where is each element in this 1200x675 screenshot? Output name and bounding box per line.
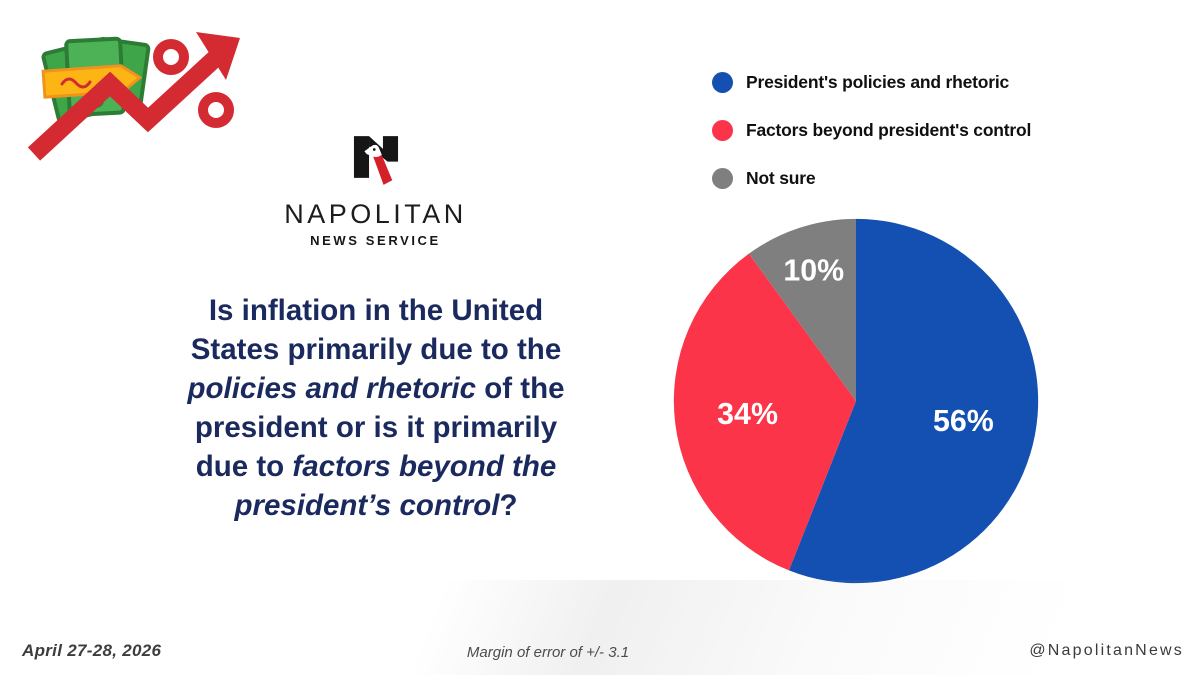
- social-handle: @NapolitanNews: [1029, 642, 1184, 659]
- legend-label: Not sure: [746, 167, 816, 188]
- legend-dot-icon: [712, 71, 733, 93]
- pie-slice-2: [748, 218, 856, 401]
- legend-item-factors: Factors beyond president's control: [712, 119, 1031, 141]
- question-line: president’s control?: [234, 489, 518, 522]
- poll-question: Is inflation in the United States primari…: [116, 291, 636, 525]
- poll-date: April 27-28, 2026: [22, 641, 162, 660]
- question-line: States primarily due to the: [190, 333, 562, 366]
- napolitan-n-eagle-logo-icon: [353, 136, 398, 185]
- percent-ring-top: [153, 39, 189, 75]
- margin-of-error-note: Margin of error of +/- 3.1: [466, 644, 630, 661]
- logo-tagline: NEWS SERVICE: [310, 233, 441, 248]
- question-line: policies and rhetoric of the: [187, 372, 565, 405]
- pie-data-label: 34%: [717, 398, 778, 431]
- pie-data-label: 56%: [933, 405, 994, 438]
- pie-slice-1: [673, 253, 856, 571]
- napolitan-logo: NAPOLITAN NEWS SERVICE: [278, 131, 473, 248]
- legend-item-not-sure: Not sure: [712, 167, 1031, 189]
- pie-chart: 56% 34% 10%: [673, 218, 1039, 584]
- legend-label: President's policies and rhetoric: [746, 71, 1010, 92]
- legend-label: Factors beyond president's control: [746, 119, 1032, 140]
- legend-item-policies: President's policies and rhetoric: [712, 71, 1031, 93]
- trend-arrow: [27, 32, 240, 161]
- legend-dot-icon: [712, 119, 733, 141]
- pie-slice-0: [788, 218, 1039, 584]
- logo-name: NAPOLITAN: [284, 199, 467, 229]
- question-line: due to factors beyond the: [195, 450, 557, 483]
- percent-ring-bottom: [198, 92, 234, 128]
- question-line: Is inflation in the United: [208, 294, 544, 327]
- chart-legend: President's policies and rhetoric Factor…: [712, 71, 1031, 215]
- money-trend-up-percent-icon: [27, 32, 240, 161]
- legend-dot-icon: [712, 167, 733, 189]
- question-line: president or is it primarily: [194, 411, 558, 444]
- pie-data-label: 10%: [783, 255, 844, 288]
